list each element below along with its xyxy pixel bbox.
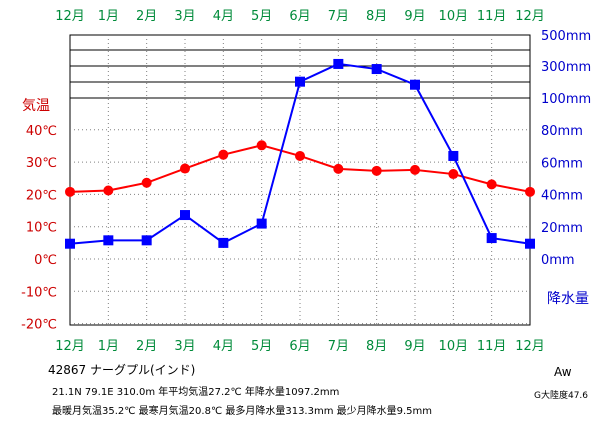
precip-point	[256, 218, 267, 229]
month-label-top: 2月	[136, 9, 157, 24]
left-axis-title: 気温	[22, 98, 50, 114]
right-axis-tick: 40mm	[541, 189, 583, 204]
month-label-bottom: 1月	[98, 339, 119, 354]
precip-point	[525, 238, 535, 249]
month-label-top: 12月	[55, 9, 85, 24]
month-label-bottom: 12月	[515, 339, 545, 354]
month-label-bottom: 9月	[404, 339, 425, 354]
temp-point	[525, 186, 535, 197]
month-label-top: 6月	[289, 9, 310, 24]
left-axis-tick: -20℃	[21, 318, 57, 333]
station-extremes: 最暖月気温35.2℃ 最寒月気温20.8℃ 最多月降水量313.3mm 最少月降…	[52, 406, 433, 417]
temp-point	[486, 179, 497, 190]
precip-point	[486, 233, 497, 244]
month-label-top: 8月	[366, 9, 387, 24]
month-label-top: 3月	[174, 9, 195, 24]
temp-point	[218, 149, 229, 160]
month-label-bottom: 2月	[136, 339, 157, 354]
climate-chart: 12月 12月 1月 1月 2月 2月 3月 3月 4月 4月 5月 5月 6月 6月 7月 7月 8月 8月 9月…	[21, 9, 591, 354]
month-label-top: 4月	[213, 9, 234, 24]
continentality-index: G大陸度47.6	[534, 391, 589, 401]
month-label-top: 12月	[515, 9, 545, 24]
month-label-bottom: 4月	[213, 339, 234, 354]
right-axis-tick: 0mm	[541, 253, 575, 268]
right-axis-tick: 100mm	[541, 92, 591, 107]
right-axis-tick: 80mm	[541, 124, 583, 139]
month-label-top: 7月	[328, 9, 349, 24]
temp-point	[448, 169, 459, 180]
precip-point	[333, 58, 344, 69]
precip-point	[410, 79, 420, 90]
precip-point	[295, 76, 305, 87]
precip-point	[218, 237, 229, 248]
precip-point	[65, 238, 75, 249]
temp-point	[410, 164, 420, 175]
month-label-top: 10月	[439, 9, 469, 24]
month-label-top: 1月	[98, 9, 119, 24]
right-axis-tick: 20mm	[541, 221, 583, 236]
month-label-top: 5月	[251, 9, 272, 24]
month-label-bottom: 7月	[328, 339, 349, 354]
precip-point	[103, 235, 114, 246]
left-axis-tick: 10℃	[26, 221, 57, 236]
precip-point	[448, 150, 459, 161]
month-label-top: 9月	[404, 9, 425, 24]
left-axis-tick: 30℃	[26, 156, 57, 171]
right-axis-tick: 300mm	[541, 60, 591, 75]
temp-point	[333, 163, 344, 174]
month-label-bottom: 6月	[289, 339, 310, 354]
right-axis-title: 降水量	[547, 291, 589, 307]
month-label-bottom: 10月	[439, 339, 469, 354]
right-axis-tick: 60mm	[541, 156, 583, 171]
month-label-bottom: 5月	[251, 339, 272, 354]
left-axis-tick: 40℃	[26, 124, 57, 139]
precip-point	[180, 210, 190, 221]
station-title: 42867 ナーグプル(インド)	[48, 363, 196, 377]
month-label-bottom: 8月	[366, 339, 387, 354]
climate-type: Aw	[554, 365, 572, 379]
left-axis-tick: 20℃	[26, 188, 57, 203]
temp-point	[295, 150, 305, 161]
left-axis-tick: -10℃	[21, 285, 57, 300]
month-label-bottom: 12月	[55, 339, 85, 354]
temp-point	[371, 165, 382, 176]
temp-point	[256, 140, 267, 151]
month-label-bottom: 3月	[174, 339, 195, 354]
temp-point	[65, 186, 75, 197]
precip-point	[141, 235, 152, 246]
left-axis-tick: 0℃	[34, 253, 57, 268]
temp-point	[180, 163, 190, 174]
temp-point	[103, 185, 114, 196]
month-label-bottom: 11月	[477, 339, 507, 354]
station-coords: 21.1N 79.1E 310.0m 年平均気温27.2℃ 年降水量1097.2…	[52, 387, 340, 398]
right-axis-tick: 500mm	[541, 29, 591, 44]
precip-point	[371, 64, 382, 75]
temp-point	[141, 177, 152, 188]
month-label-top: 11月	[477, 9, 507, 24]
